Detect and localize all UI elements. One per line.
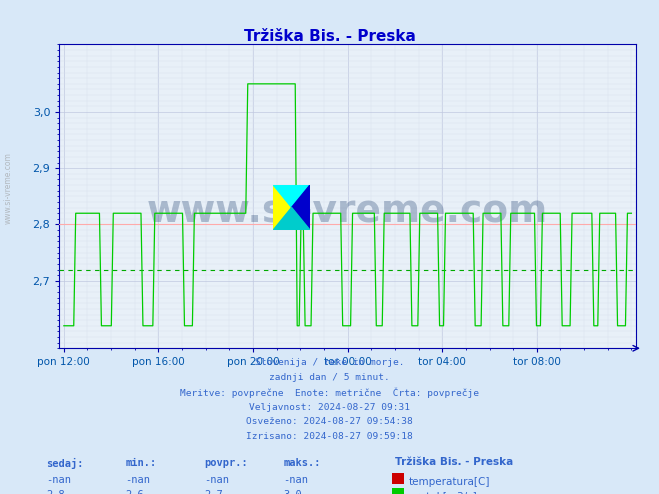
Text: Veljavnost: 2024-08-27 09:31: Veljavnost: 2024-08-27 09:31 bbox=[249, 403, 410, 412]
Text: Slovenija / reke in morje.: Slovenija / reke in morje. bbox=[255, 358, 404, 367]
Text: 2,7: 2,7 bbox=[204, 490, 223, 494]
Text: 3,0: 3,0 bbox=[283, 490, 302, 494]
Text: pretok[m3/s]: pretok[m3/s] bbox=[409, 492, 476, 494]
Text: www.si-vreme.com: www.si-vreme.com bbox=[3, 152, 13, 224]
Polygon shape bbox=[273, 185, 291, 230]
Bar bbox=[392, 488, 404, 494]
Text: -nan: -nan bbox=[204, 475, 229, 485]
Text: min.:: min.: bbox=[125, 458, 156, 468]
Text: zadnji dan / 5 minut.: zadnji dan / 5 minut. bbox=[269, 373, 390, 382]
Bar bbox=[392, 473, 404, 484]
Polygon shape bbox=[273, 185, 310, 207]
Text: sedaj:: sedaj: bbox=[46, 458, 84, 469]
Text: 2,8: 2,8 bbox=[46, 490, 65, 494]
Text: Meritve: povprečne  Enote: metrične  Črta: povprečje: Meritve: povprečne Enote: metrične Črta:… bbox=[180, 388, 479, 398]
Text: temperatura[C]: temperatura[C] bbox=[409, 477, 490, 487]
Text: Tržiška Bis. - Preska: Tržiška Bis. - Preska bbox=[244, 29, 415, 43]
Text: www.si-vreme.com: www.si-vreme.com bbox=[147, 194, 548, 230]
Text: 2,6: 2,6 bbox=[125, 490, 144, 494]
Text: -nan: -nan bbox=[46, 475, 71, 485]
Text: -nan: -nan bbox=[283, 475, 308, 485]
Text: -nan: -nan bbox=[125, 475, 150, 485]
Polygon shape bbox=[273, 207, 310, 230]
Text: Tržiška Bis. - Preska: Tržiška Bis. - Preska bbox=[395, 457, 513, 467]
Text: Osveženo: 2024-08-27 09:54:38: Osveženo: 2024-08-27 09:54:38 bbox=[246, 417, 413, 426]
Polygon shape bbox=[291, 185, 310, 230]
Text: Izrisano: 2024-08-27 09:59:18: Izrisano: 2024-08-27 09:59:18 bbox=[246, 432, 413, 441]
Text: povpr.:: povpr.: bbox=[204, 458, 248, 468]
Text: maks.:: maks.: bbox=[283, 458, 321, 468]
